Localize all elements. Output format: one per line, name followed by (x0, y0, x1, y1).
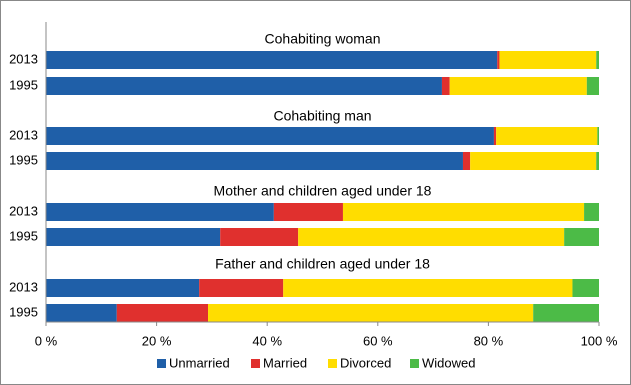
bar-segment (298, 228, 565, 246)
bar-segment (220, 228, 299, 246)
x-tick-label: 100 % (581, 333, 618, 348)
legend-marker (328, 359, 337, 368)
bar-segment (46, 279, 200, 297)
bar-segment (596, 51, 599, 69)
bar-segment (46, 127, 494, 145)
bar-segment (46, 77, 442, 95)
bar-segment (596, 152, 599, 170)
x-tick-label: 20 % (142, 333, 172, 348)
bar-segment (449, 77, 587, 95)
bar-segment (46, 304, 117, 322)
x-tick-label: 0 % (35, 333, 58, 348)
y-tick-label: 1995 (9, 77, 38, 92)
bar-segment (597, 127, 599, 145)
bar-segment (470, 152, 597, 170)
legend-label: Widowed (422, 355, 475, 370)
x-tick-label: 60 % (363, 333, 393, 348)
group-title: Mother and children aged under 18 (214, 183, 432, 199)
legend-label: Married (263, 355, 307, 370)
bar-segment (493, 127, 497, 145)
bar-segment (46, 203, 274, 221)
bar-segment (462, 152, 471, 170)
x-tick-label: 80 % (474, 333, 504, 348)
bar-segment (496, 127, 598, 145)
bar-segment (273, 203, 343, 221)
bar-segment (46, 228, 221, 246)
group-title: Cohabiting man (273, 108, 371, 124)
legend-label: Divorced (340, 355, 391, 370)
y-tick-label: 1995 (9, 228, 38, 243)
legend-marker (157, 359, 166, 368)
group-title: Father and children aged under 18 (215, 256, 430, 272)
bar-segment (342, 203, 585, 221)
bar-segment (46, 152, 463, 170)
y-tick-label: 2013 (9, 127, 38, 142)
bar-segment (283, 279, 573, 297)
bar-segment (572, 279, 599, 297)
bar-segment (499, 51, 597, 69)
bar-segment (497, 51, 500, 69)
legend-marker (251, 359, 260, 368)
bar-segment (46, 51, 498, 69)
legend-label: Unmarried (169, 355, 230, 370)
bar-segment (584, 203, 599, 221)
bar-segment (441, 77, 450, 95)
group-title: Cohabiting woman (265, 31, 381, 47)
y-tick-label: 2013 (9, 279, 38, 294)
bar-segment (199, 279, 284, 297)
y-tick-label: 1995 (9, 304, 38, 319)
bar-segment (116, 304, 209, 322)
legend-marker (410, 359, 419, 368)
y-tick-label: 1995 (9, 152, 38, 167)
bar-segment (564, 228, 599, 246)
y-tick-label: 2013 (9, 51, 38, 66)
bar-segment (533, 304, 599, 322)
x-tick-label: 40 % (252, 333, 282, 348)
bar-segment (586, 77, 599, 95)
bar-segment (208, 304, 534, 322)
y-tick-label: 2013 (9, 203, 38, 218)
